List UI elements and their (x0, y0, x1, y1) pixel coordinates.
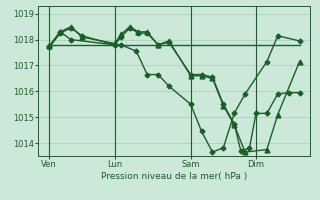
X-axis label: Pression niveau de la mer( hPa ): Pression niveau de la mer( hPa ) (101, 172, 248, 181)
